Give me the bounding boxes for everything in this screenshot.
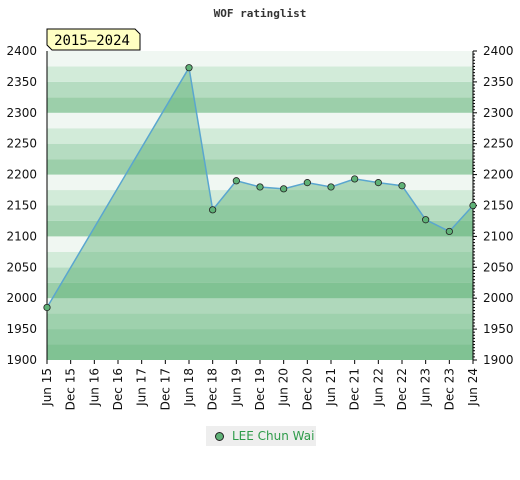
x-tick-label: Jun 18: [182, 368, 196, 407]
x-tick-label: Jun 24: [466, 368, 480, 407]
grid-band: [47, 329, 473, 345]
legend: LEE Chun Wai: [206, 426, 316, 446]
x-tick-label: Dec 18: [206, 368, 220, 410]
y-tick-label-right: 2350: [483, 75, 514, 89]
rating-area: [47, 67, 473, 360]
grid-band: [47, 128, 473, 144]
grid-band: [47, 251, 473, 268]
grid-band: [47, 143, 473, 160]
grid-band: [47, 190, 473, 206]
rating-point: [185, 64, 193, 72]
x-tick-label: Jun 17: [135, 368, 149, 407]
y-tick-label-right: 2150: [483, 199, 514, 213]
y-tick-label-left: 2300: [6, 106, 37, 120]
rating-point: [43, 303, 51, 312]
date-range-label: 2015–2024: [54, 33, 130, 49]
y-tick-label-left: 2250: [6, 137, 37, 151]
y-tick-label-right: 2050: [483, 260, 514, 274]
y-tick-label-right: 2200: [483, 168, 514, 182]
grid-band: [47, 66, 473, 82]
grid-band: [47, 298, 473, 314]
date-range-badge: 2015–2024: [46, 28, 141, 51]
y-tick-label-right: 2300: [483, 106, 514, 120]
y-tick-label-right: 2000: [483, 291, 514, 305]
rating-point: [351, 175, 359, 183]
rating-point: [445, 227, 453, 236]
rating-point: [469, 201, 477, 210]
y-tick-label-left: 1950: [6, 322, 37, 336]
grid-band: [47, 205, 473, 221]
y-tick-label-left: 2200: [6, 168, 37, 182]
x-tick-label: Dec 23: [442, 368, 456, 410]
legend-series-label: LEE Chun Wai: [232, 429, 315, 443]
y-tick-label-left: 2000: [6, 291, 37, 305]
plot-background: [47, 51, 473, 360]
chart-title: WOF ratinglist: [214, 7, 307, 20]
grid-band: [47, 174, 473, 191]
x-tick-label: Jun 20: [277, 368, 291, 407]
rating-point: [327, 183, 335, 191]
rating-point: [232, 177, 240, 185]
x-tick-label: Jun 19: [229, 368, 243, 407]
y-tick-label-left: 1900: [6, 353, 37, 367]
x-tick-label: Dec 21: [348, 368, 362, 410]
grid-band: [47, 51, 473, 67]
date-range-badge-shape: [46, 28, 141, 51]
x-tick-label: Dec 19: [253, 368, 267, 410]
x-tick-label: Dec 22: [395, 368, 409, 410]
rating-area-fill: [47, 67, 473, 360]
rating-point: [398, 182, 406, 190]
y-tick-label-right: 1950: [483, 322, 514, 336]
x-tick-label: Dec 17: [158, 368, 172, 410]
rating-line: [46, 65, 474, 308]
rating-markers: [43, 64, 477, 312]
x-tick-label: Dec 16: [111, 368, 125, 410]
grid-band: [47, 267, 473, 283]
x-tick-label: Dec 15: [64, 368, 78, 410]
rating-point: [280, 185, 288, 193]
grid-band: [47, 344, 473, 360]
x-tick-label: Jun 23: [419, 368, 433, 407]
y-tick-label-right: 2400: [483, 44, 514, 58]
y-tick-label-left: 2100: [6, 229, 37, 243]
grid-band: [47, 159, 473, 175]
y-tick-label-left: 2400: [6, 44, 37, 58]
grid-band: [47, 220, 473, 237]
grid-band: [47, 112, 473, 129]
y-tick-label-left: 2150: [6, 199, 37, 213]
rating-point: [422, 216, 430, 224]
rating-point: [256, 183, 264, 191]
y-tick-label-right: 2100: [483, 229, 514, 243]
x-tick-label: Jun 22: [371, 368, 385, 407]
x-tick-label: Dec 20: [300, 368, 314, 410]
rating-series-line: [46, 65, 474, 308]
y-axis-right-ticks: 1900 1950 2000 2050 2100 2150 2200 2250 2300 2350…: [473, 44, 514, 367]
grid-band: [47, 313, 473, 330]
rating-point: [209, 206, 217, 214]
rating-point: [374, 179, 382, 187]
grid-band: [47, 236, 473, 252]
y-tick-label-left: 2350: [6, 75, 37, 89]
x-tick-label: Jun 21: [324, 368, 338, 407]
y-axis-left-ticks: 1900 1950 2000 2050 2100 2150 2200 2250 2300 2350…: [6, 44, 37, 367]
y-tick-label-right: 1900: [483, 353, 514, 367]
x-axis-ticks: Jun 15 Dec 15 Jun 16 Dec 16 Jun 17 Dec 17 Jun …: [40, 360, 480, 410]
grid-band: [47, 81, 473, 98]
x-tick-label: Jun 15: [40, 368, 54, 407]
grid-band: [47, 282, 473, 299]
y-tick-label-left: 2050: [6, 260, 37, 274]
y-tick-label-right: 2250: [483, 137, 514, 151]
grid-band: [47, 97, 473, 113]
legend-marker-icon: [215, 431, 224, 441]
x-tick-label: Jun 16: [87, 368, 101, 407]
rating-point: [303, 179, 311, 187]
